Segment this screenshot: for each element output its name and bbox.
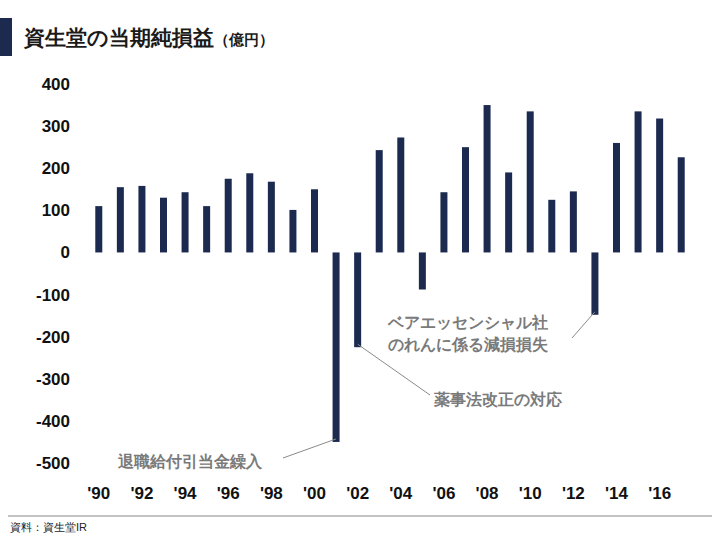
x-tick-label: '96: [217, 484, 240, 503]
annotation-line: のれんに係る減損損失: [388, 336, 548, 353]
bar: [354, 252, 361, 347]
annotation: 薬事法改正の対応: [433, 390, 562, 408]
annotation-line: 退職給付引当金繰入: [117, 453, 263, 470]
bar: [570, 191, 577, 252]
x-tick-label: '00: [303, 484, 326, 503]
bars: [95, 105, 684, 442]
bar: [484, 105, 491, 252]
bar: [268, 182, 275, 253]
bar: [117, 187, 124, 252]
y-tick-label: -100: [36, 286, 70, 305]
bar: [548, 200, 555, 253]
bar: [591, 252, 598, 314]
bar: [462, 147, 469, 252]
title-marker: [0, 18, 12, 56]
chart-svg: 資生堂の当期純損益（億円） -500 -400 -300 -200 -100 0 100 200…: [0, 0, 720, 540]
bar: [656, 119, 663, 253]
x-tick-label: '04: [389, 484, 412, 503]
source: 資料：資生堂IR: [10, 521, 87, 533]
bar: [160, 198, 167, 253]
bar: [678, 157, 685, 252]
chart-container: 資生堂の当期純損益（億円） -500 -400 -300 -200 -100 0 100 200…: [0, 0, 720, 540]
y-tick-label: -200: [36, 328, 70, 347]
bar: [333, 252, 340, 442]
x-tick-label: '98: [260, 484, 283, 503]
bar: [225, 179, 232, 253]
bar: [635, 111, 642, 252]
x-tick-label: '10: [519, 484, 542, 503]
y-tick-label: 100: [42, 201, 70, 220]
bar: [182, 192, 189, 252]
annotation: 退職給付引当金繰入: [117, 453, 263, 470]
annotation-line: ベアエッセンシャル社: [387, 314, 548, 331]
title: 資生堂の当期純損益（億円）: [23, 26, 274, 50]
bar: [289, 210, 296, 253]
title-unit: （億円）: [214, 31, 274, 48]
x-tick-label: '92: [130, 484, 153, 503]
x-tick-label: '02: [346, 484, 369, 503]
bar: [505, 172, 512, 252]
x-tick-label: '16: [648, 484, 671, 503]
y-tick-label: -300: [36, 370, 70, 389]
title-text: 資生堂の当期純損益: [23, 26, 214, 50]
y-tick-label: 200: [42, 159, 70, 178]
x-tick-label: '94: [174, 484, 197, 503]
bar: [419, 252, 426, 289]
annotation: ベアエッセンシャル社のれんに係る減損損失: [387, 314, 548, 353]
x-tick-label: '90: [87, 484, 110, 503]
y-axis: -500 -400 -300 -200 -100 0 100 200 300 400: [36, 75, 70, 473]
bar: [527, 111, 534, 252]
x-tick-label: '14: [605, 484, 628, 503]
bar: [376, 150, 383, 252]
bar: [246, 173, 253, 252]
bar: [203, 206, 210, 252]
x-tick-label: '12: [562, 484, 585, 503]
x-tick-label: '06: [432, 484, 455, 503]
y-tick-label: 300: [42, 117, 70, 136]
bar: [311, 189, 318, 252]
x-tick-label: '08: [476, 484, 499, 503]
annotations: 退職給付引当金繰入 薬事法改正の対応 ベアエッセンシャル社のれんに係る減損損失: [117, 312, 595, 470]
y-tick-label: -400: [36, 412, 70, 431]
bar: [95, 206, 102, 252]
y-tick-label: -500: [36, 454, 70, 473]
annotation-line: 薬事法改正の対応: [433, 390, 562, 408]
annotation-pointer: [283, 439, 336, 458]
footer-rule: [8, 516, 712, 517]
y-tick-label: 0: [61, 243, 70, 262]
bar: [613, 143, 620, 252]
bar: [440, 192, 447, 252]
bar: [138, 186, 145, 253]
annotation-pointer: [572, 312, 595, 338]
x-axis: '90 '92 '94 '96 '98 '00 '02 '04 '06 '08 '10 '12 '14 '…: [87, 484, 671, 503]
bar: [397, 137, 404, 252]
y-tick-label: 400: [42, 75, 70, 94]
